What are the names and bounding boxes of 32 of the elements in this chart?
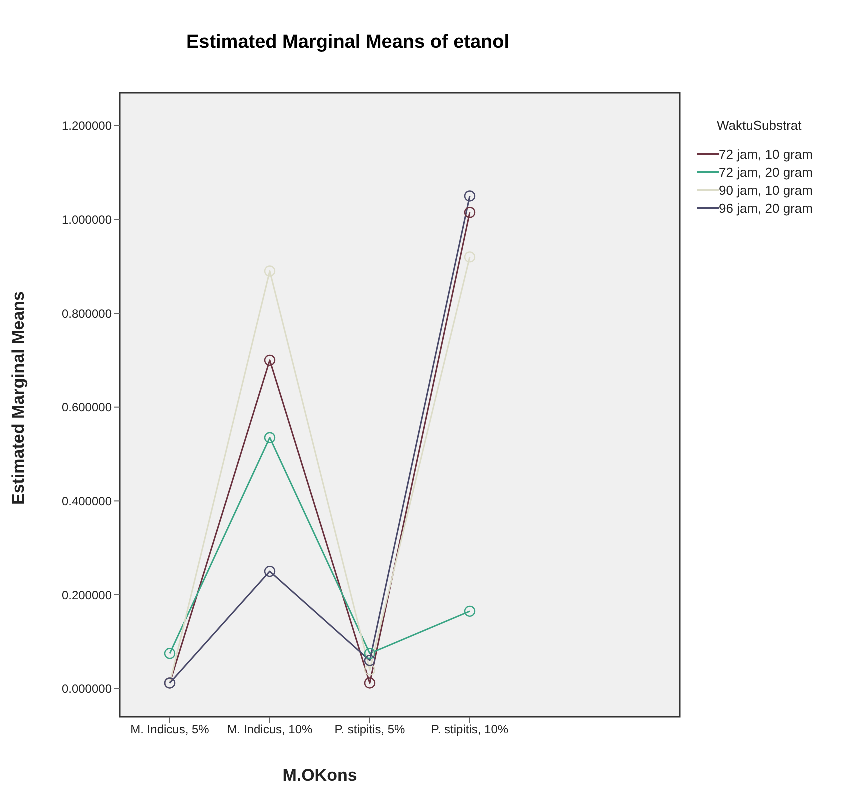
point xyxy=(264,354,276,366)
point xyxy=(464,252,476,263)
y-tick-label: 1.000000 xyxy=(62,212,112,227)
x-tick-label: P. stipitis, 10% xyxy=(431,722,509,737)
point xyxy=(364,664,376,676)
legend-label: 90 jam, 10 gram xyxy=(719,182,813,198)
point xyxy=(464,606,476,618)
legend-title: WaktuSubstrat xyxy=(717,118,803,133)
chart-title: Estimated Marginal Means of etanol xyxy=(185,32,511,54)
legend-label: 96 jam, 20 gram xyxy=(719,200,813,216)
point xyxy=(264,566,276,578)
point xyxy=(464,207,476,218)
y-tick-label: 1.200000 xyxy=(62,119,112,134)
point xyxy=(264,266,276,277)
point xyxy=(364,655,376,666)
legend-label: 72 jam, 10 gram xyxy=(719,146,813,162)
x-tick-label: M. Indicus, 10% xyxy=(227,722,314,737)
y-tick-label: 0.000000 xyxy=(62,682,112,696)
point xyxy=(264,432,276,444)
x-tick-label: P. stipitis, 5% xyxy=(334,722,406,737)
point xyxy=(464,190,476,202)
legend-label: 72 jam, 20 gram xyxy=(719,164,813,180)
y-axis-title: Estimated Marginal Means xyxy=(9,291,28,505)
x-axis-title: M.OKons xyxy=(282,766,358,785)
point xyxy=(364,678,376,689)
y-tick-label: 0.800000 xyxy=(62,306,112,321)
y-tick-label: 0.400000 xyxy=(62,494,112,508)
x-tick-label: M. Indicus, 5% xyxy=(130,722,210,737)
point xyxy=(164,648,176,660)
y-tick-label: 0.600000 xyxy=(62,400,112,415)
point xyxy=(364,648,376,660)
y-tick-label: 0.200000 xyxy=(62,588,112,602)
